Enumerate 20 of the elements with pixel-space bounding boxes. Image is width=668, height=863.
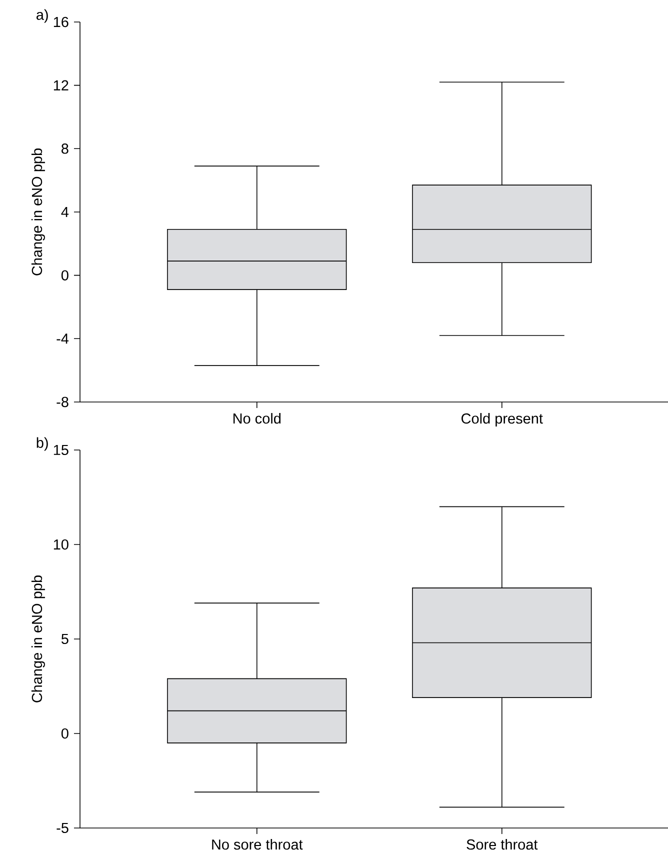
y-tick-label: 12	[54, 80, 68, 90]
chart-title: b)	[36, 437, 48, 451]
x-tick-label: No cold	[233, 413, 281, 424]
y-tick-label: 8	[62, 144, 68, 154]
y-tick-label: 4	[61, 207, 69, 217]
y-tick-label: 0	[61, 270, 68, 280]
y-tick-label: 0	[61, 728, 68, 739]
y-tick-label: 10	[54, 539, 68, 550]
y-tick-label: 16	[54, 16, 68, 28]
y-tick-label: 15	[54, 444, 68, 456]
x-tick-label: No sore throat	[212, 839, 303, 850]
y-tick-label: -5	[56, 822, 68, 834]
x-tick-label: Cold present	[462, 413, 543, 427]
y-axis-title: Change in eNO ppb	[31, 576, 45, 702]
chart-title: a)	[36, 9, 48, 23]
y-tick-label: -4	[56, 334, 69, 344]
y-tick-label: -8	[56, 396, 68, 408]
x-tick-label: Sore throat	[466, 839, 538, 850]
y-axis-title: Change in eNO ppb	[31, 148, 45, 276]
y-tick-label: 5	[61, 634, 68, 644]
